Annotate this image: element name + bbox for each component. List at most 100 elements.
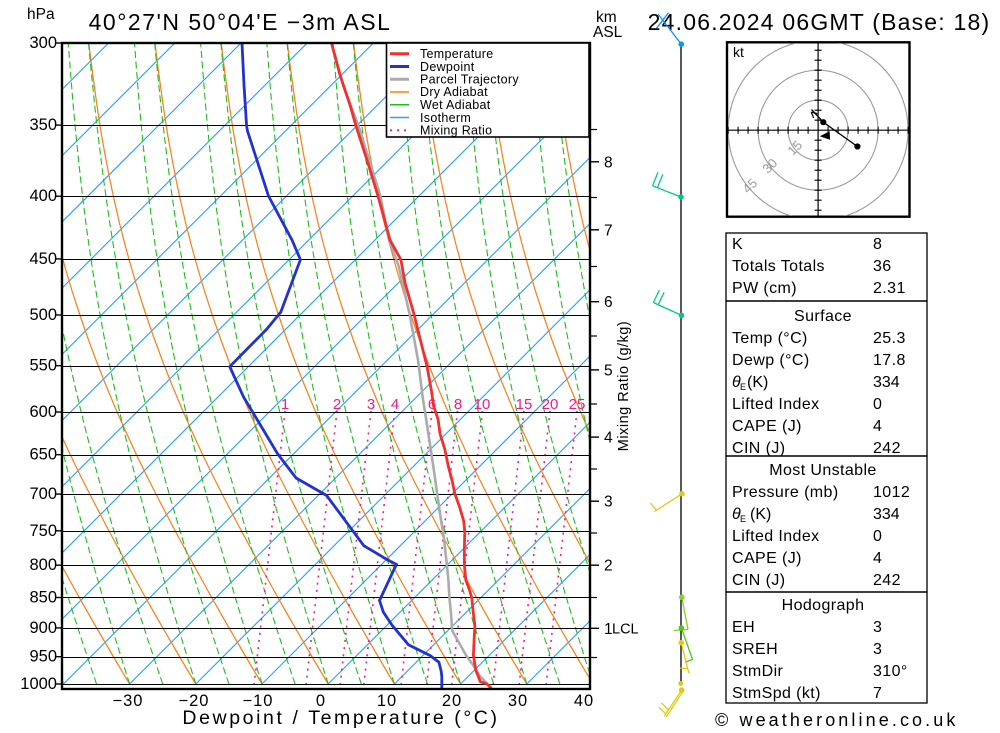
svg-text:E: E (740, 514, 746, 524)
svg-text:Dry Adiabat: Dry Adiabat (420, 85, 488, 99)
svg-text:Dewpoint / Temperature (°C): Dewpoint / Temperature (°C) (182, 707, 499, 729)
svg-text:950: 950 (29, 648, 57, 666)
svg-text:500: 500 (29, 306, 57, 324)
svg-text:334: 334 (873, 506, 900, 523)
svg-text:20: 20 (442, 692, 462, 710)
svg-text:7: 7 (873, 685, 882, 702)
svg-text:1012: 1012 (873, 484, 910, 501)
svg-text:40: 40 (574, 692, 594, 710)
svg-text:−20: −20 (179, 692, 210, 710)
svg-text:Dewpoint: Dewpoint (420, 60, 475, 74)
svg-text:km: km (596, 9, 617, 26)
svg-text:StmDir: StmDir (732, 663, 784, 680)
svg-text:Parcel Trajectory: Parcel Trajectory (420, 73, 519, 87)
svg-text:CIN (J): CIN (J) (732, 440, 785, 457)
svg-text:Wet Adiabat: Wet Adiabat (420, 98, 491, 112)
svg-text:400: 400 (29, 187, 57, 205)
svg-text:1: 1 (604, 621, 613, 638)
svg-text:CIN (J): CIN (J) (732, 572, 785, 589)
svg-text:Most Unstable: Most Unstable (769, 462, 876, 479)
svg-text:700: 700 (29, 485, 57, 503)
svg-text:350: 350 (29, 116, 57, 134)
svg-text:1: 1 (281, 396, 289, 413)
svg-text:550: 550 (29, 357, 57, 375)
svg-text:Hodograph: Hodograph (782, 597, 865, 614)
svg-text:3: 3 (873, 619, 882, 636)
svg-text:3: 3 (873, 641, 882, 658)
svg-text:40°27'N 50°04'E −3m ASL: 40°27'N 50°04'E −3m ASL (89, 9, 392, 35)
svg-text:800: 800 (29, 556, 57, 574)
svg-text:600: 600 (29, 403, 57, 421)
svg-text:24.06.2024 06GMT (Base: 18): 24.06.2024 06GMT (Base: 18) (648, 9, 991, 35)
svg-text:450: 450 (29, 250, 57, 268)
svg-text:Isotherm: Isotherm (420, 111, 471, 125)
svg-text:© weatheronline.co.uk: © weatheronline.co.uk (715, 710, 958, 730)
svg-text:8: 8 (873, 236, 882, 253)
svg-text:Dewp (°C): Dewp (°C) (732, 352, 810, 369)
svg-text:Temp (°C): Temp (°C) (732, 330, 808, 347)
svg-text:4: 4 (604, 430, 613, 447)
svg-text:242: 242 (873, 440, 901, 457)
svg-text:Temperature: Temperature (420, 47, 493, 61)
svg-text:1000: 1000 (20, 675, 57, 693)
svg-text:2.31: 2.31 (873, 280, 906, 297)
svg-text:Totals Totals: Totals Totals (732, 258, 825, 275)
svg-text:StmSpd (kt): StmSpd (kt) (732, 685, 821, 702)
svg-text:25: 25 (569, 396, 586, 413)
svg-text:8: 8 (454, 396, 462, 413)
svg-text:Mixing Ratio: Mixing Ratio (420, 124, 492, 138)
svg-text:25.3: 25.3 (873, 330, 906, 347)
svg-text:ASL: ASL (593, 24, 623, 41)
svg-text:20: 20 (542, 396, 559, 413)
svg-text:4: 4 (873, 418, 882, 435)
svg-text:(K): (K) (750, 506, 771, 523)
svg-text:Lifted Index: Lifted Index (732, 528, 820, 545)
svg-text:−10: −10 (243, 692, 274, 710)
svg-text:750: 750 (29, 522, 57, 540)
svg-text:30: 30 (508, 692, 528, 710)
svg-text:10: 10 (474, 396, 491, 413)
svg-text:10: 10 (377, 692, 397, 710)
svg-text:7: 7 (604, 222, 613, 239)
svg-text:300: 300 (29, 34, 57, 52)
svg-text:2: 2 (333, 396, 341, 413)
svg-text:4: 4 (391, 396, 399, 413)
svg-text:17.8: 17.8 (873, 352, 906, 369)
svg-text:CAPE (J): CAPE (J) (732, 418, 802, 435)
svg-text:LCL: LCL (612, 622, 639, 638)
svg-text:2: 2 (604, 558, 613, 575)
svg-text:310°: 310° (873, 663, 908, 680)
svg-text:−30: −30 (113, 692, 144, 710)
svg-text:Surface: Surface (794, 308, 852, 325)
svg-text:θ: θ (732, 506, 741, 523)
svg-text:θ: θ (732, 374, 741, 391)
svg-text:CAPE (J): CAPE (J) (732, 550, 802, 567)
svg-text:0: 0 (316, 692, 326, 710)
svg-text:36: 36 (873, 258, 892, 275)
svg-text:K: K (732, 236, 743, 253)
svg-text:Pressure (mb): Pressure (mb) (732, 484, 839, 501)
svg-text:8: 8 (604, 154, 613, 171)
svg-text:5: 5 (604, 362, 613, 379)
svg-text:hPa: hPa (27, 6, 55, 23)
svg-text:3: 3 (604, 494, 613, 511)
svg-text:334: 334 (873, 374, 900, 391)
svg-text:(K): (K) (747, 374, 768, 391)
svg-text:3: 3 (367, 396, 375, 413)
svg-text:4: 4 (873, 550, 882, 567)
svg-text:15: 15 (516, 396, 533, 413)
svg-text:900: 900 (29, 619, 57, 637)
svg-text:SREH: SREH (732, 641, 778, 658)
svg-text:242: 242 (873, 572, 901, 589)
svg-text:EH: EH (732, 619, 755, 636)
svg-text:850: 850 (29, 589, 57, 607)
svg-text:650: 650 (29, 446, 57, 464)
svg-text:0: 0 (873, 396, 882, 413)
svg-text:PW (cm): PW (cm) (732, 280, 797, 297)
svg-text:0: 0 (873, 528, 882, 545)
svg-text:6: 6 (604, 294, 613, 311)
svg-text:Mixing Ratio (g/kg): Mixing Ratio (g/kg) (616, 321, 632, 451)
svg-text:E: E (740, 382, 746, 392)
svg-text:kt: kt (733, 44, 744, 60)
svg-text:Lifted Index: Lifted Index (732, 396, 820, 413)
